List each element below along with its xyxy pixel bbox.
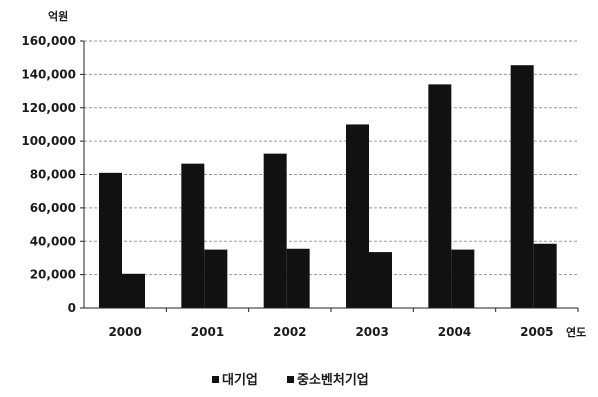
y-tick-label: 80,000 [30, 168, 76, 182]
x-category-label: 2005 [520, 325, 553, 339]
x-axis-ticks: 2000 2001 2002 2003 2004 2005 [108, 308, 579, 339]
legend-swatch-sme-venture [287, 376, 294, 383]
bar-sme-venture [122, 273, 145, 308]
y-tick-label: 100,000 [21, 134, 76, 148]
bar-sme-venture [451, 249, 475, 308]
bars [99, 65, 557, 309]
y-axis-unit-label: 억원 [48, 9, 68, 23]
legend: 대기업 중소벤처기업 [212, 372, 369, 388]
y-tick-label: 140,000 [21, 67, 76, 81]
bar-large-enterprise [428, 84, 452, 308]
x-category-label: 2001 [191, 325, 224, 339]
y-tick-label: 40,000 [30, 234, 76, 248]
bar-large-enterprise [346, 124, 369, 308]
y-tick-label: 20,000 [30, 268, 76, 282]
bar-sme-venture [533, 243, 557, 308]
bar-sme-venture [286, 248, 310, 308]
x-category-label: 2004 [438, 325, 471, 339]
x-category-label: 2000 [108, 325, 141, 339]
y-axis-ticks: 0 20,000 40,000 60,000 80,000 100,000 120,000 1… [21, 34, 84, 315]
legend-label-large-enterprise: 대기업 [222, 373, 258, 388]
bar-large-enterprise [510, 65, 534, 309]
y-tick-label: 0 [68, 301, 76, 315]
bar-large-enterprise [181, 163, 205, 308]
x-axis-unit-label: 연도 [566, 325, 586, 339]
y-tick-label: 160,000 [21, 34, 76, 48]
legend-swatch-large-enterprise [212, 376, 219, 383]
bar-large-enterprise [99, 172, 122, 308]
gridlines [84, 40, 578, 276]
bar-large-enterprise [263, 153, 287, 308]
x-category-label: 2002 [273, 325, 306, 339]
y-tick-label: 120,000 [21, 101, 76, 115]
legend-label-sme-venture: 중소벤처기업 [297, 372, 369, 388]
bar-sme-venture [369, 252, 392, 308]
bar-sme-venture [204, 249, 228, 308]
x-category-label: 2003 [355, 325, 388, 339]
y-tick-label: 60,000 [30, 201, 76, 215]
